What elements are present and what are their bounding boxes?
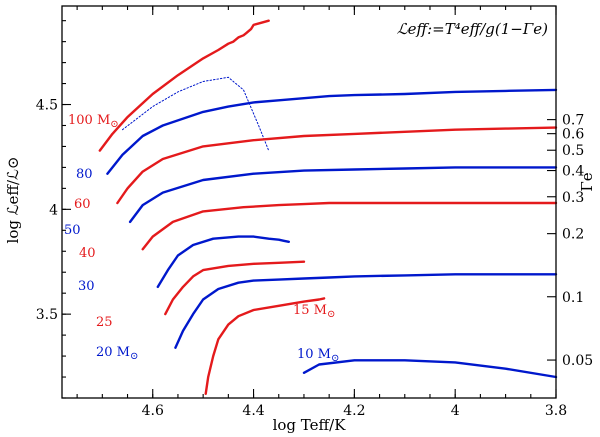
series-line-9 bbox=[204, 297, 326, 395]
x-tick-label: 4.4 bbox=[242, 403, 264, 419]
y2-tick-label: 0.05 bbox=[562, 353, 593, 369]
series-line-3 bbox=[116, 126, 558, 205]
mass-label: 100 M⊙ bbox=[68, 113, 119, 130]
sun-symbol: ⊙ bbox=[130, 351, 138, 362]
mass-label: 15 M⊙ bbox=[293, 303, 335, 320]
series-line-1 bbox=[122, 76, 270, 152]
definition-annotation: ℒeff:=T⁴eff/g(1−Γe) bbox=[397, 20, 548, 38]
y-tick-label: 4 bbox=[49, 202, 58, 218]
x-tick-label: 3.8 bbox=[545, 403, 567, 419]
mass-label: 30 bbox=[78, 279, 95, 294]
y2-tick-label: 0.4 bbox=[562, 164, 584, 180]
mass-label: 40 bbox=[79, 246, 96, 261]
series-line-10 bbox=[302, 359, 558, 379]
mass-label: 60 bbox=[74, 197, 91, 212]
series-line-0 bbox=[98, 19, 270, 152]
series-line-8 bbox=[174, 273, 558, 349]
y2-tick-label: 0.5 bbox=[562, 143, 584, 159]
x-axis-title: log Teff/K bbox=[273, 416, 347, 434]
mass-label: 80 bbox=[76, 167, 93, 182]
y2-tick-label: 0.1 bbox=[562, 290, 584, 306]
sun-symbol: ⊙ bbox=[331, 353, 339, 364]
y2-tick-label: 0.6 bbox=[562, 127, 584, 143]
series-line-5 bbox=[141, 201, 558, 251]
y2-tick-label: 0.7 bbox=[562, 113, 584, 129]
series-line-6 bbox=[156, 235, 290, 289]
y2-axis-title: Γe bbox=[578, 172, 596, 191]
series-line-4 bbox=[128, 166, 558, 224]
y-tick-label: 4.5 bbox=[36, 98, 58, 114]
mass-label: 10 M⊙ bbox=[297, 347, 339, 364]
plot-area bbox=[98, 19, 558, 395]
series-line-7 bbox=[164, 260, 306, 316]
sun-symbol: ⊙ bbox=[110, 119, 118, 130]
y-tick-label: 3.5 bbox=[36, 307, 58, 323]
y2-tick-label: 0.3 bbox=[562, 190, 584, 206]
axis-labels: 4.6 4.4 4.2 4 3.83.544.50.050.10.20.30.40.50… bbox=[36, 98, 593, 419]
x-tick-label: 4.6 bbox=[142, 403, 164, 419]
y-axis-title: log ℒeff/ℒ⊙ bbox=[4, 157, 22, 244]
y2-tick-label: 0.2 bbox=[562, 227, 584, 243]
x-tick-label: 4 bbox=[451, 403, 460, 419]
sun-symbol: ⊙ bbox=[327, 309, 335, 320]
mass-label: 20 M⊙ bbox=[96, 345, 138, 362]
series-line-2 bbox=[106, 88, 558, 175]
mass-label: 50 bbox=[64, 223, 81, 238]
mass-label: 25 bbox=[96, 315, 113, 330]
plot-frame bbox=[61, 5, 557, 399]
x-tick-label: 4.2 bbox=[343, 403, 365, 419]
